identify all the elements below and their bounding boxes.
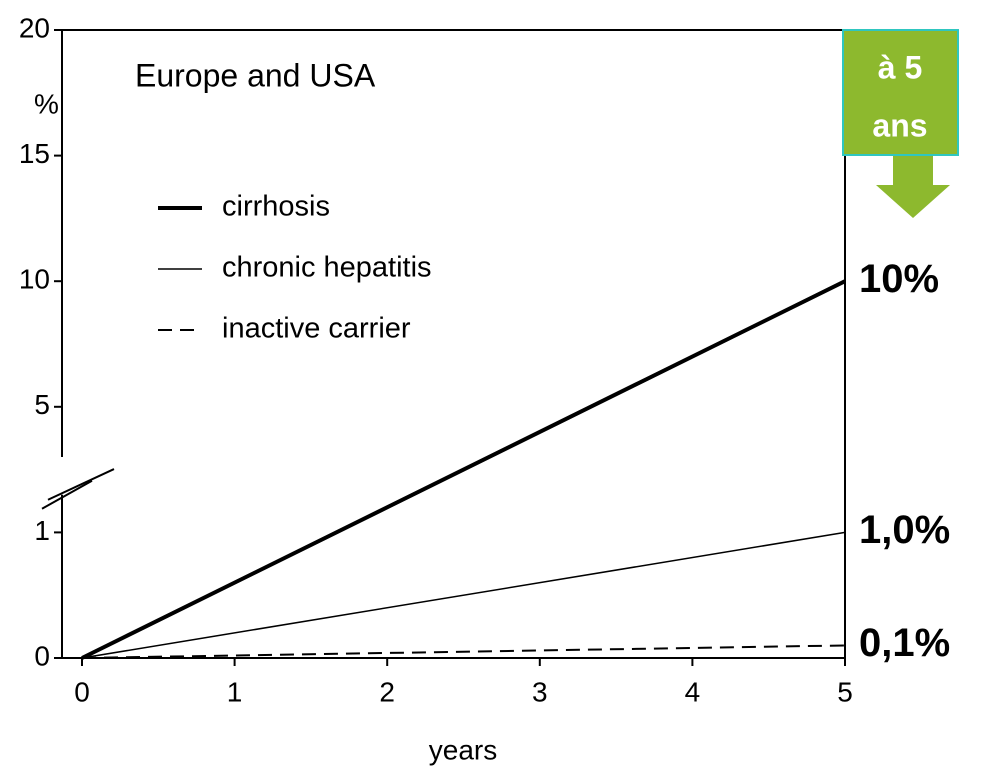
- value-label: 10%: [859, 257, 939, 301]
- y-tick-label: 10: [19, 264, 50, 295]
- x-tick-label: 5: [837, 676, 853, 707]
- value-label: 0,1%: [859, 621, 950, 665]
- chart-title: Europe and USA: [135, 57, 376, 93]
- value-label: 1,0%: [859, 508, 950, 552]
- y-tick-label: 5: [34, 389, 50, 420]
- axis-break: [47, 468, 115, 501]
- x-tick-label: 4: [685, 676, 701, 707]
- legend-label: chronic hepatitis: [222, 252, 432, 284]
- callout-arrow: [876, 155, 950, 218]
- legend-label: cirrhosis: [222, 191, 330, 223]
- x-tick-label: 2: [379, 676, 395, 707]
- x-tick-label: 3: [532, 676, 548, 707]
- callout-text: à 5: [878, 49, 922, 85]
- series-line: [81, 531, 846, 659]
- y-tick-label: 20: [19, 12, 50, 43]
- x-tick-label: 1: [227, 676, 243, 707]
- y-tick-label: 1: [34, 515, 50, 546]
- y-axis-label: %: [34, 88, 59, 119]
- y-tick-label: 15: [19, 138, 50, 169]
- y-tick-label: 0: [34, 640, 50, 671]
- axis-break: [41, 479, 93, 510]
- callout-text: ans: [872, 107, 927, 143]
- x-tick-label: 0: [74, 676, 90, 707]
- legend-label: inactive carrier: [222, 313, 411, 345]
- callout-box: [842, 29, 959, 156]
- x-axis-label: years: [429, 734, 497, 765]
- series-line: [81, 279, 846, 660]
- series-line: [81, 644, 846, 659]
